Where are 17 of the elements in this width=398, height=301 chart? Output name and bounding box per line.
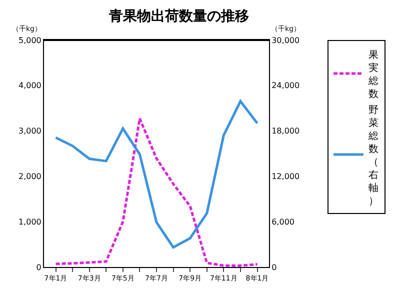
legend-label: 野菜総数（右軸）: [368, 104, 378, 207]
y-tick-label: 2,000: [18, 172, 42, 181]
y2-tick-label: 18,000: [272, 126, 300, 136]
y2-tick-label: 30,000: [272, 36, 300, 45]
legend-label: 果実総数: [368, 50, 378, 100]
line-series: [54, 117, 258, 267]
y2-tick-label: 0: [272, 262, 277, 272]
y-tick-label: 3,000: [18, 126, 42, 136]
y-tick-label: 0: [36, 262, 42, 272]
y2-tick-label: 6,000: [272, 217, 295, 226]
y2-tick-label: 24,000: [272, 81, 300, 90]
y-tick-label: 5,000: [18, 36, 42, 45]
chart-title: 青果物出荷数量の推移: [108, 8, 250, 24]
y-tick-label: 1,000: [18, 217, 42, 226]
line-series: [54, 100, 258, 249]
y-tick-label: 4,000: [18, 81, 42, 90]
y2-tick-label: 12,000: [272, 172, 300, 181]
